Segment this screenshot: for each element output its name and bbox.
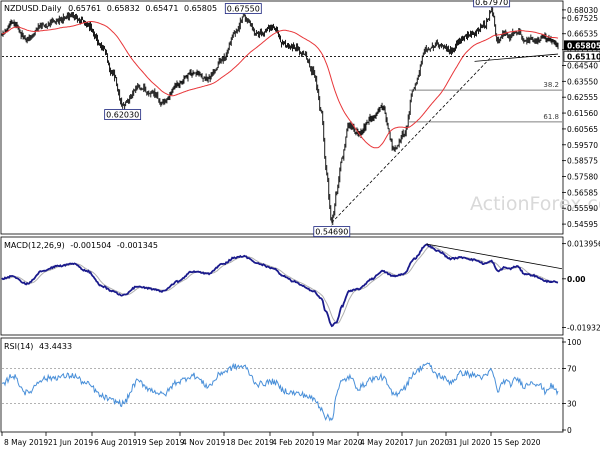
sma-line	[1, 21, 559, 149]
rsi-layer	[1, 362, 562, 422]
x-axis-label: 21 Jun 2019	[48, 438, 93, 447]
rsi-header: RSI(14) 43.4433	[4, 342, 72, 351]
price-y-tick-label: 0.67525	[567, 14, 598, 23]
price-y-tick-label: 0.55590	[567, 204, 598, 213]
price-y-tick-label: 0.56585	[567, 188, 598, 197]
support-price-badge	[563, 51, 600, 62]
price-panel-frame	[0, 0, 564, 235]
annotation-label-2: 0.54690	[315, 228, 348, 237]
price-y-tick-label: 0.57580	[567, 173, 598, 182]
macd-panel-frame	[0, 236, 564, 336]
annotation-badge-1	[224, 3, 262, 14]
rsi-y-tick-label: 70	[567, 364, 577, 373]
x-axis-label: 18 Dec 2019	[226, 438, 274, 447]
price-y-tick-label: 0.68030	[567, 6, 598, 15]
x-axis-label: 31 Jul 2020	[448, 438, 491, 447]
trendline-solid	[474, 53, 559, 62]
price-y-tick-label: 0.63550	[567, 77, 598, 86]
ohlc-high: 0.65832	[107, 4, 140, 13]
axis-layer: 0.680300.675250.665350.655350.645400.635…	[1, 6, 600, 447]
x-axis-label: 15 Sep 2020	[493, 438, 541, 447]
macd-y-tick-label: 0.00	[567, 275, 586, 284]
x-axis-label: 19 Sep 2019	[137, 438, 185, 447]
rsi-line	[1, 362, 559, 422]
fibo-label-1: 61.8	[543, 113, 559, 121]
price-y-tick-label: 0.58575	[567, 157, 598, 166]
rsi-value: 43.4433	[39, 342, 72, 351]
rsi-y-tick-label: 30	[567, 400, 577, 409]
price-bars	[1, 5, 559, 226]
annotation-badge-3	[473, 0, 511, 8]
ohlc-close: 0.65805	[184, 4, 217, 13]
current-price-label: 0.65805	[567, 41, 600, 50]
price-layer: 38.2 61.8 0.62030 0.67550 0.54690 0.67970	[1, 0, 562, 237]
x-axis-label: 4 May 2020	[360, 438, 404, 447]
macd-value: -0.001504	[70, 241, 111, 250]
rsi-y-tick-label: 100	[567, 338, 582, 347]
macd-y-tick-label: -0.019325	[567, 324, 600, 333]
macd-header: MACD(12,26,9) -0.001504 -0.001345	[4, 241, 158, 250]
trendline-dashed	[331, 56, 492, 223]
macd-label: MACD(12,26,9)	[4, 241, 65, 250]
chart-header: NZDUSD.Daily 0.65761 0.65832 0.65471 0.6…	[4, 4, 217, 13]
x-axis-label: 8 May 2019	[4, 438, 48, 447]
price-y-tick-label: 0.61560	[567, 109, 598, 118]
macd-layer	[1, 243, 563, 328]
price-y-tick-label: 0.60565	[567, 125, 598, 134]
ohlc-low: 0.65471	[145, 4, 178, 13]
support-price-label: 0.65110	[567, 52, 600, 61]
annotation-label-1: 0.67550	[227, 5, 260, 14]
price-y-tick-label: 0.64540	[567, 62, 598, 71]
x-axis-label: 17 Jun 2020	[404, 438, 449, 447]
price-y-tick-label: 0.54595	[567, 220, 598, 229]
macd-line	[1, 243, 559, 328]
rsi-panel-frame	[0, 337, 564, 433]
annotation-badge-0	[104, 109, 142, 120]
symbol-label: NZDUSD.Daily	[4, 4, 62, 13]
x-axis-label: 4 Feb 2020	[272, 438, 314, 447]
macd-signal-value: -0.001345	[117, 241, 158, 250]
fibo-label-0: 38.2	[543, 81, 559, 89]
price-y-tick-label: 0.59570	[567, 141, 598, 150]
annotation-label-3: 0.67970	[475, 0, 508, 7]
annotation-label-0: 0.62030	[106, 111, 139, 120]
x-axis-label: 19 Mar 2020	[315, 438, 363, 447]
x-axis-label: 4 Nov 2019	[182, 438, 225, 447]
current-price-badge	[564, 40, 600, 51]
ohlc-open: 0.65761	[68, 4, 101, 13]
macd-trendline	[426, 243, 563, 270]
annotation-badge-2	[313, 226, 351, 237]
price-y-tick-label: 0.62555	[567, 93, 598, 102]
rsi-y-tick-label: 0	[567, 426, 572, 435]
rsi-label: RSI(14)	[4, 342, 33, 351]
price-y-tick-label: 0.66535	[567, 30, 598, 39]
x-axis-label: 6 Aug 2019	[94, 438, 137, 447]
macd-y-tick-label: 0.013956	[567, 240, 600, 249]
watermark-text: ActionForex.com	[470, 193, 600, 215]
